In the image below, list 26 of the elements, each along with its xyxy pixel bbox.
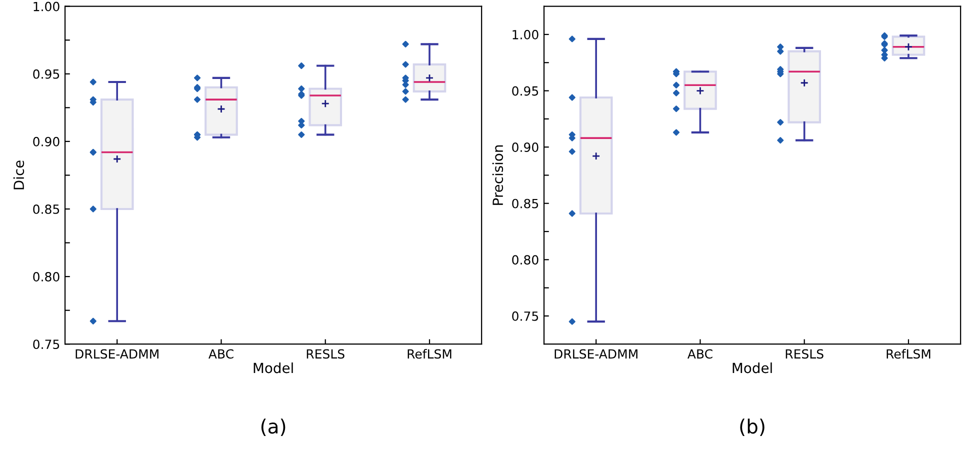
y-tick-label: 0.80 bbox=[512, 255, 538, 265]
x-tick-label: DRLSE-ADMM bbox=[76, 349, 158, 359]
y-tick-label: 1.00 bbox=[34, 2, 60, 12]
x-tick-label: RefLSM bbox=[408, 348, 452, 359]
y-tick-label: 0.75 bbox=[512, 311, 538, 321]
x-tick-label: ABC bbox=[687, 349, 712, 359]
text: (a) bbox=[261, 418, 286, 436]
x-axis-title: Model bbox=[254, 362, 293, 374]
x-tick-label: DRLSE-ADMM bbox=[554, 349, 638, 359]
y-tick-label: 0.80 bbox=[33, 272, 60, 282]
y-tick-label: 1.00 bbox=[512, 30, 538, 40]
y-tick-label: 0.90 bbox=[33, 136, 60, 146]
y-tick-label: 0.85 bbox=[33, 204, 60, 214]
y-axis-title: Precision bbox=[492, 145, 504, 205]
y-axis-title: Dice bbox=[13, 160, 24, 190]
y-tick-label: 0.90 bbox=[512, 142, 538, 152]
x-tick-label: ABC bbox=[208, 349, 234, 359]
y-tick-label: 0.95 bbox=[512, 86, 538, 96]
x-axis-title: Model bbox=[732, 362, 772, 374]
x-tick-label: RESLS bbox=[306, 349, 344, 359]
x-tick-label: RESLS bbox=[786, 349, 824, 359]
y-tick-label: 0.75 bbox=[33, 340, 60, 350]
y-tick-label: 0.85 bbox=[512, 198, 538, 208]
y-tick-label: 0.95 bbox=[33, 69, 60, 79]
x-tick-label: RefLSM bbox=[886, 348, 930, 359]
text: (b) bbox=[740, 418, 764, 436]
